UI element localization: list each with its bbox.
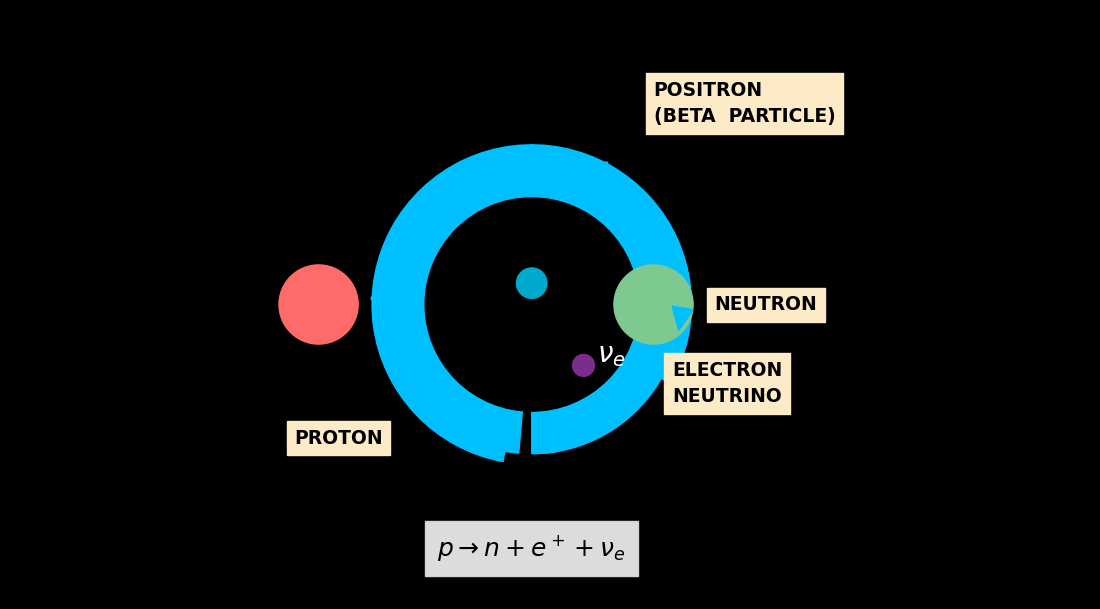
Text: POSITRON
(BETA  PARTICLE): POSITRON (BETA PARTICLE): [653, 81, 835, 126]
Circle shape: [279, 265, 359, 344]
Text: PROTON: PROTON: [294, 429, 383, 448]
Polygon shape: [383, 155, 681, 453]
Text: NEUTRON: NEUTRON: [714, 295, 817, 314]
Circle shape: [428, 201, 636, 408]
Circle shape: [427, 199, 637, 410]
Text: $p \rightarrow n + e^+ + \nu_e$: $p \rightarrow n + e^+ + \nu_e$: [438, 533, 626, 563]
Text: ELECTRON
NEUTRINO: ELECTRON NEUTRINO: [672, 361, 782, 406]
Circle shape: [572, 354, 594, 376]
Polygon shape: [531, 409, 558, 454]
Circle shape: [517, 268, 547, 298]
Circle shape: [426, 199, 638, 410]
Polygon shape: [672, 306, 693, 331]
Polygon shape: [583, 162, 608, 182]
Circle shape: [614, 265, 693, 344]
Text: $\nu_e$: $\nu_e$: [597, 342, 626, 369]
Circle shape: [426, 198, 638, 411]
